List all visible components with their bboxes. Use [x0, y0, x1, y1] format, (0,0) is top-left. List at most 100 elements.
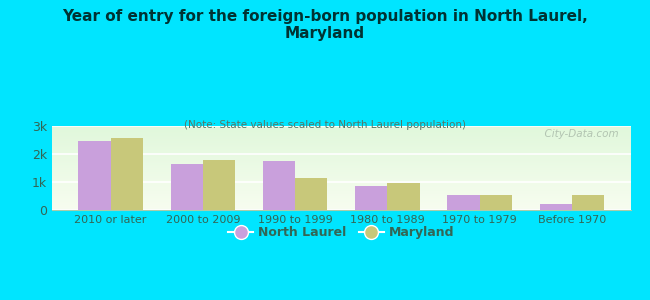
Bar [52, 147, 630, 148]
Bar [52, 135, 630, 136]
Bar [52, 188, 630, 189]
Bar [52, 142, 630, 143]
Bar [52, 133, 630, 134]
Bar [52, 194, 630, 195]
Bar [52, 136, 630, 137]
Bar [52, 208, 630, 209]
Bar [52, 197, 630, 198]
Bar [52, 157, 630, 158]
Bar [52, 174, 630, 175]
Bar [52, 155, 630, 156]
Bar [52, 193, 630, 194]
Bar [52, 134, 630, 135]
Bar [52, 165, 630, 166]
Text: Year of entry for the foreign-born population in North Laurel,
Maryland: Year of entry for the foreign-born popul… [62, 9, 588, 41]
Bar [52, 150, 630, 151]
Bar [52, 196, 630, 197]
Bar [52, 171, 630, 172]
Bar [52, 166, 630, 167]
Bar [52, 160, 630, 161]
Bar [52, 137, 630, 138]
Bar [52, 178, 630, 179]
Bar [52, 182, 630, 183]
Bar [52, 126, 630, 127]
Bar [52, 192, 630, 193]
Bar [52, 195, 630, 196]
Bar [52, 196, 630, 197]
Bar [52, 130, 630, 131]
Bar [540, 204, 572, 210]
Bar [52, 144, 630, 145]
Bar [52, 156, 630, 157]
Bar [52, 167, 630, 168]
Bar [52, 131, 630, 132]
Bar [52, 152, 630, 153]
Bar [52, 161, 630, 162]
Bar [52, 173, 630, 174]
Bar [52, 162, 630, 163]
Bar [52, 153, 630, 154]
Bar [52, 140, 630, 141]
Bar [52, 180, 630, 181]
Bar [52, 185, 630, 186]
Bar [52, 129, 630, 130]
Bar [170, 164, 203, 210]
Bar [52, 187, 630, 188]
Bar [52, 154, 630, 155]
Bar [52, 145, 630, 146]
Text: City-Data.com: City-Data.com [538, 128, 619, 139]
Bar [52, 127, 630, 128]
Bar [52, 201, 630, 202]
Bar [52, 136, 630, 137]
Bar [295, 178, 328, 210]
Bar [52, 202, 630, 203]
Bar [447, 195, 480, 210]
Bar [52, 190, 630, 191]
Bar [52, 206, 630, 207]
Bar [52, 138, 630, 139]
Text: (Note: State values scaled to North Laurel population): (Note: State values scaled to North Laur… [184, 120, 466, 130]
Bar [52, 179, 630, 180]
Bar [52, 177, 630, 178]
Bar [52, 149, 630, 150]
Bar [52, 143, 630, 144]
Bar [52, 172, 630, 173]
Bar [480, 195, 512, 210]
Bar [52, 184, 630, 185]
Bar [52, 146, 630, 147]
Bar [52, 176, 630, 177]
Bar [52, 128, 630, 129]
Bar [355, 186, 387, 210]
Bar [52, 163, 630, 164]
Bar [52, 164, 630, 165]
Bar [52, 205, 630, 206]
Bar [52, 198, 630, 199]
Bar [52, 168, 630, 169]
Bar [203, 160, 235, 210]
Bar [111, 138, 143, 210]
Bar [52, 191, 630, 192]
Bar [52, 209, 630, 210]
Bar [52, 158, 630, 159]
Bar [52, 183, 630, 184]
Bar [52, 200, 630, 201]
Legend: North Laurel, Maryland: North Laurel, Maryland [223, 221, 460, 244]
Bar [52, 175, 630, 176]
Bar [52, 148, 630, 149]
Bar [52, 169, 630, 170]
Bar [52, 141, 630, 142]
Bar [387, 183, 420, 210]
Bar [52, 154, 630, 155]
Bar [52, 159, 630, 160]
Bar [52, 204, 630, 205]
Bar [52, 203, 630, 204]
Bar [52, 207, 630, 208]
Bar [52, 151, 630, 152]
Bar [52, 181, 630, 182]
Bar [52, 189, 630, 190]
Bar [263, 161, 295, 210]
Bar [52, 186, 630, 187]
Bar [52, 132, 630, 133]
Bar [52, 170, 630, 171]
Bar [52, 199, 630, 200]
